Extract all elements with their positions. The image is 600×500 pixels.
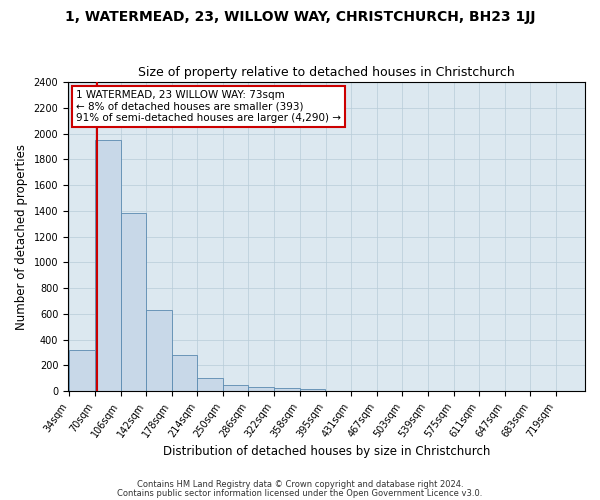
- Bar: [299, 388, 325, 391]
- Bar: [146, 310, 172, 391]
- X-axis label: Distribution of detached houses by size in Christchurch: Distribution of detached houses by size …: [163, 444, 490, 458]
- Bar: [197, 378, 223, 391]
- Bar: [223, 384, 248, 391]
- Bar: [274, 388, 299, 391]
- Text: Contains HM Land Registry data © Crown copyright and database right 2024.: Contains HM Land Registry data © Crown c…: [137, 480, 463, 489]
- Bar: [172, 355, 197, 391]
- Text: 1, WATERMEAD, 23, WILLOW WAY, CHRISTCHURCH, BH23 1JJ: 1, WATERMEAD, 23, WILLOW WAY, CHRISTCHUR…: [65, 10, 535, 24]
- Text: 1 WATERMEAD, 23 WILLOW WAY: 73sqm
← 8% of detached houses are smaller (393)
91% : 1 WATERMEAD, 23 WILLOW WAY: 73sqm ← 8% o…: [76, 90, 341, 123]
- Bar: [70, 350, 95, 391]
- Title: Size of property relative to detached houses in Christchurch: Size of property relative to detached ho…: [138, 66, 515, 80]
- Bar: [121, 214, 146, 391]
- Bar: [248, 386, 274, 391]
- Text: Contains public sector information licensed under the Open Government Licence v3: Contains public sector information licen…: [118, 489, 482, 498]
- Y-axis label: Number of detached properties: Number of detached properties: [15, 144, 28, 330]
- Bar: [95, 140, 121, 391]
